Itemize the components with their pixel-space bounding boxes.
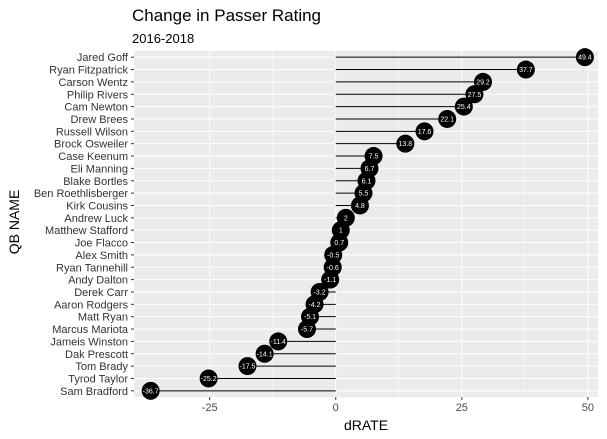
data-value-label: 13.8 bbox=[399, 141, 413, 148]
x-tick-label: 50 bbox=[582, 402, 594, 414]
x-tick-label: -25 bbox=[202, 402, 218, 414]
y-axis-title: QB NAME bbox=[6, 190, 22, 255]
y-tick-label: Marcus Mariota bbox=[52, 324, 129, 336]
data-point bbox=[350, 196, 369, 215]
y-tick-label: Andrew Luck bbox=[64, 213, 128, 225]
data-value-label: 27.5 bbox=[468, 92, 482, 99]
y-tick-label: Derek Carr bbox=[74, 287, 128, 299]
y-tick-label: Case Keenum bbox=[58, 151, 128, 163]
data-point bbox=[516, 60, 535, 79]
y-tick-label: Ben Roethlisberger bbox=[34, 188, 129, 200]
data-point bbox=[141, 381, 160, 400]
data-point bbox=[575, 48, 594, 67]
x-axis-tick-labels: -25 0 25 50 bbox=[202, 397, 594, 414]
y-tick-label: Cam Newton bbox=[64, 102, 128, 114]
y-tick-label: Tyrod Taylor bbox=[68, 373, 128, 385]
data-value-label: -17.5 bbox=[239, 364, 255, 371]
data-value-label: -5.7 bbox=[301, 327, 313, 334]
y-tick-label: Ryan Tannehill bbox=[56, 262, 128, 274]
y-tick-label: Jameis Winston bbox=[50, 336, 128, 348]
data-value-label: 7.5 bbox=[369, 154, 379, 161]
data-value-label: 25.4 bbox=[457, 104, 471, 111]
data-value-label: -3.2 bbox=[314, 289, 326, 296]
data-value-label: -5.1 bbox=[304, 314, 316, 321]
data-value-label: 29.2 bbox=[476, 79, 490, 86]
y-tick-label: Blake Bortles bbox=[63, 176, 128, 188]
plot-panel bbox=[134, 51, 598, 397]
data-value-label: 22.1 bbox=[440, 116, 454, 123]
data-point bbox=[438, 109, 457, 128]
data-value-label: 37.7 bbox=[519, 67, 533, 74]
data-value-label: 0.7 bbox=[334, 240, 344, 247]
y-tick-label: Sam Bradford bbox=[60, 386, 128, 398]
y-tick-label: Matt Ryan bbox=[78, 312, 128, 324]
data-point bbox=[269, 332, 288, 351]
data-value-label: 1 bbox=[339, 228, 343, 235]
data-value-label: -25.2 bbox=[201, 376, 217, 383]
data-value-label: 17.6 bbox=[418, 129, 432, 136]
y-tick-label: Jared Goff bbox=[77, 52, 129, 64]
data-value-label: 5.5 bbox=[359, 191, 369, 198]
y-tick-label: Alex Smith bbox=[75, 250, 128, 262]
y-tick-label: Matthew Stafford bbox=[45, 225, 128, 237]
x-axis-title: dRATE bbox=[344, 417, 388, 433]
data-value-label: 6.7 bbox=[365, 166, 375, 173]
y-tick-label: Russell Wilson bbox=[56, 126, 128, 138]
data-value-label: -14.1 bbox=[257, 351, 273, 358]
y-tick-label: Philip Rivers bbox=[67, 89, 129, 101]
data-value-label: -1.1 bbox=[324, 277, 336, 284]
data-value-label: -11.4 bbox=[271, 339, 287, 346]
data-point bbox=[321, 270, 340, 289]
data-value-label: 4.8 bbox=[355, 203, 365, 210]
y-tick-label: Drew Brees bbox=[71, 114, 129, 126]
y-tick-label: Kirk Cousins bbox=[66, 200, 128, 212]
data-value-label: 6.1 bbox=[362, 178, 372, 185]
data-point bbox=[396, 134, 415, 153]
data-value-label: 49.4 bbox=[578, 55, 592, 62]
data-point bbox=[415, 122, 434, 141]
y-tick-label: Ryan Fitzpatrick bbox=[49, 65, 128, 77]
y-tick-label: Carson Wentz bbox=[59, 77, 129, 89]
data-point bbox=[297, 320, 316, 339]
data-value-label: -0.6 bbox=[327, 265, 339, 272]
y-tick-label: Eli Manning bbox=[71, 163, 128, 175]
x-tick-label: 0 bbox=[333, 402, 339, 414]
x-tick-label: 25 bbox=[456, 402, 468, 414]
y-tick-label: Aaron Rodgers bbox=[54, 299, 128, 311]
data-value-label: -4.2 bbox=[309, 302, 321, 309]
y-tick-label: Dak Prescott bbox=[65, 349, 128, 361]
y-tick-label: Brock Osweiler bbox=[54, 139, 128, 151]
y-tick-label: Tom Brady bbox=[75, 361, 128, 373]
data-value-label: 2 bbox=[344, 215, 348, 222]
y-tick-label: Andy Dalton bbox=[68, 275, 128, 287]
chart-subtitle: 2016-2018 bbox=[132, 31, 194, 46]
chart-title: Change in Passer Rating bbox=[132, 6, 321, 25]
data-value-label: -0.5 bbox=[327, 252, 339, 259]
data-point bbox=[465, 85, 484, 104]
data-value-label: -36.7 bbox=[143, 388, 159, 395]
data-point bbox=[238, 357, 257, 376]
data-point bbox=[255, 344, 274, 363]
data-point bbox=[454, 97, 473, 116]
data-point bbox=[199, 369, 218, 388]
y-tick-label: Joe Flacco bbox=[75, 238, 128, 250]
lollipop-points: 49.4 37.7 29.2 27.5 25.422.1 17.6 13.8 7.5 6.7 6.… bbox=[141, 48, 594, 400]
